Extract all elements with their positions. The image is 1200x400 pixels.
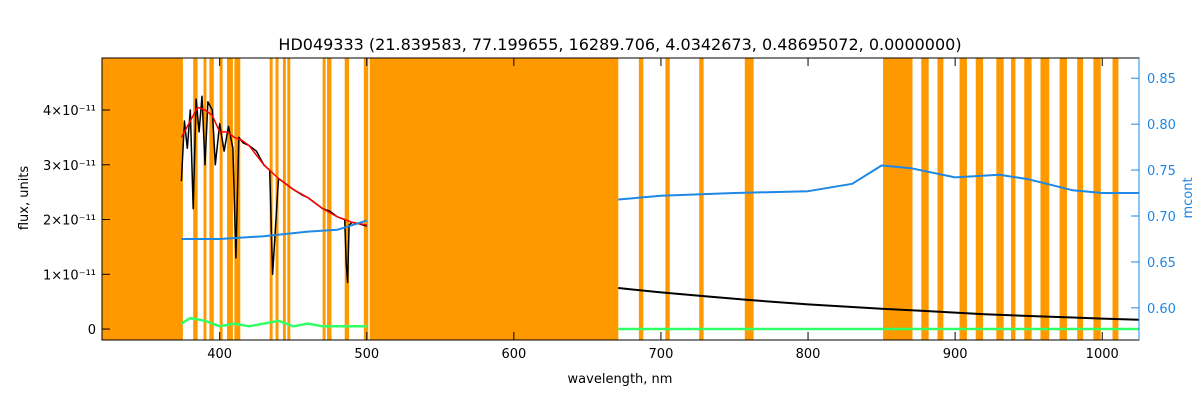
masked-region (921, 58, 929, 340)
masked-region (1093, 58, 1101, 340)
y-tick-label: 3×10⁻¹¹ (43, 159, 96, 174)
masked-region (744, 58, 754, 340)
y-tick-label: 4×10⁻¹¹ (43, 104, 96, 119)
x-axis-label: wavelength, nm (568, 372, 673, 387)
y2-tick-label: 0.70 (1147, 210, 1176, 225)
masked-region (219, 58, 223, 340)
y-axis-ticks: 0 1×10⁻¹¹ 2×10⁻¹¹ 3×10⁻¹¹ 4×10⁻¹¹ (43, 104, 110, 338)
x-axis-ticks: 400 500 600 700 800 900 1000 (207, 58, 1119, 362)
y2-tick-label: 0.60 (1147, 302, 1176, 317)
masked-region (282, 58, 286, 340)
masked-region (363, 58, 369, 340)
y-axis-label: flux, units (17, 166, 32, 231)
masked-region (1040, 58, 1050, 340)
masked-region (1024, 58, 1032, 340)
y2-axis-label: mcont (1181, 177, 1196, 218)
series-observed-red (618, 287, 1139, 321)
masked-region (327, 58, 332, 340)
masked-region (665, 58, 670, 340)
masked-region (996, 58, 1004, 340)
x-tick-label: 500 (354, 347, 379, 362)
y2-axis-ticks: 0.60 0.65 0.70 0.75 0.80 0.85 (1131, 72, 1176, 317)
masked-region (209, 58, 214, 340)
x-tick-label: 900 (943, 347, 968, 362)
masked-region (227, 58, 233, 340)
masked-region (369, 58, 619, 340)
masked-regions (102, 58, 1119, 340)
masked-region (1059, 58, 1067, 340)
x-tick-label: 800 (796, 347, 821, 362)
series-continuum (181, 164, 1139, 240)
chart-title: HD049333 (21.839583, 77.199655, 16289.70… (278, 35, 961, 54)
series-lines (180, 95, 1139, 331)
masked-region (102, 58, 183, 340)
masked-region (1077, 58, 1084, 340)
x-tick-label: 1000 (1086, 347, 1119, 362)
masked-region (287, 58, 291, 340)
x-tick-label: 600 (501, 347, 526, 362)
series-model (180, 106, 367, 226)
masked-region (883, 58, 913, 340)
masked-region (1011, 58, 1016, 340)
y2-tick-label: 0.85 (1147, 72, 1176, 87)
masked-region (638, 58, 644, 340)
y-tick-label: 0 (88, 323, 96, 338)
masked-region (203, 58, 207, 340)
y-tick-label: 2×10⁻¹¹ (43, 214, 96, 229)
series-residual (180, 316, 1139, 331)
masked-region (1112, 58, 1119, 340)
masked-region (959, 58, 967, 340)
masked-region (975, 58, 984, 340)
y-tick-label: 1×10⁻¹¹ (43, 268, 96, 283)
x-tick-label: 700 (649, 347, 674, 362)
masked-region (937, 58, 944, 340)
masked-region (699, 58, 704, 340)
masked-region (344, 58, 350, 340)
x-tick-label: 400 (207, 347, 232, 362)
masked-region (193, 58, 198, 340)
masked-region (322, 58, 326, 340)
y2-tick-label: 0.65 (1147, 256, 1176, 271)
y2-tick-label: 0.80 (1147, 118, 1176, 133)
y2-tick-label: 0.75 (1147, 164, 1176, 179)
series-observed (180, 95, 368, 284)
